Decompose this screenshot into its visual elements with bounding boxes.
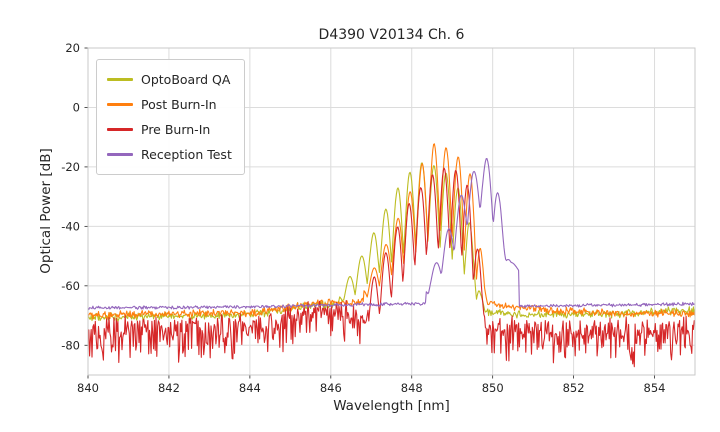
y-tick-label: -40 [61,219,80,233]
legend-label: Post Burn-In [141,97,217,112]
y-tick-label: 20 [65,41,80,55]
y-tick-label: -80 [61,338,80,352]
series-line-pre-burn-in [88,167,695,368]
legend-item: Post Burn-In [107,92,232,117]
x-tick-label: 844 [239,381,261,395]
x-tick-label: 846 [320,381,342,395]
series-group [88,143,695,368]
x-tick-label: 854 [644,381,666,395]
legend-label: Pre Burn-In [141,122,211,137]
y-tick-label: -60 [61,279,80,293]
y-tick-label: -20 [61,160,80,174]
series-line-post-burn-in [88,143,695,320]
legend-item: Reception Test [107,142,232,167]
legend-label: Reception Test [141,147,232,162]
axes-border [87,47,696,376]
x-axis-label: Wavelength [nm] [333,398,450,414]
chart-title: D4390 V20134 Ch. 6 [318,27,465,43]
legend-swatch-optoboard-qa [107,78,133,81]
x-tick-label: 848 [401,381,423,395]
series-line-reception-test [88,158,695,311]
y-axis-label: Optical Power [dB] [38,148,54,274]
legend-label: OptoBoard QA [141,72,231,87]
y-tick-label: 0 [73,100,80,114]
x-tick-label: 842 [158,381,180,395]
x-tick-label: 852 [563,381,585,395]
x-tick-label: 850 [482,381,504,395]
legend: OptoBoard QA Post Burn-In Pre Burn-In Re… [96,59,245,175]
legend-swatch-post-burn-in [107,103,133,106]
legend-swatch-pre-burn-in [107,128,133,131]
x-tick-label: 840 [77,381,99,395]
legend-swatch-reception-test [107,153,133,156]
legend-item: OptoBoard QA [107,67,232,92]
legend-item: Pre Burn-In [107,117,232,142]
